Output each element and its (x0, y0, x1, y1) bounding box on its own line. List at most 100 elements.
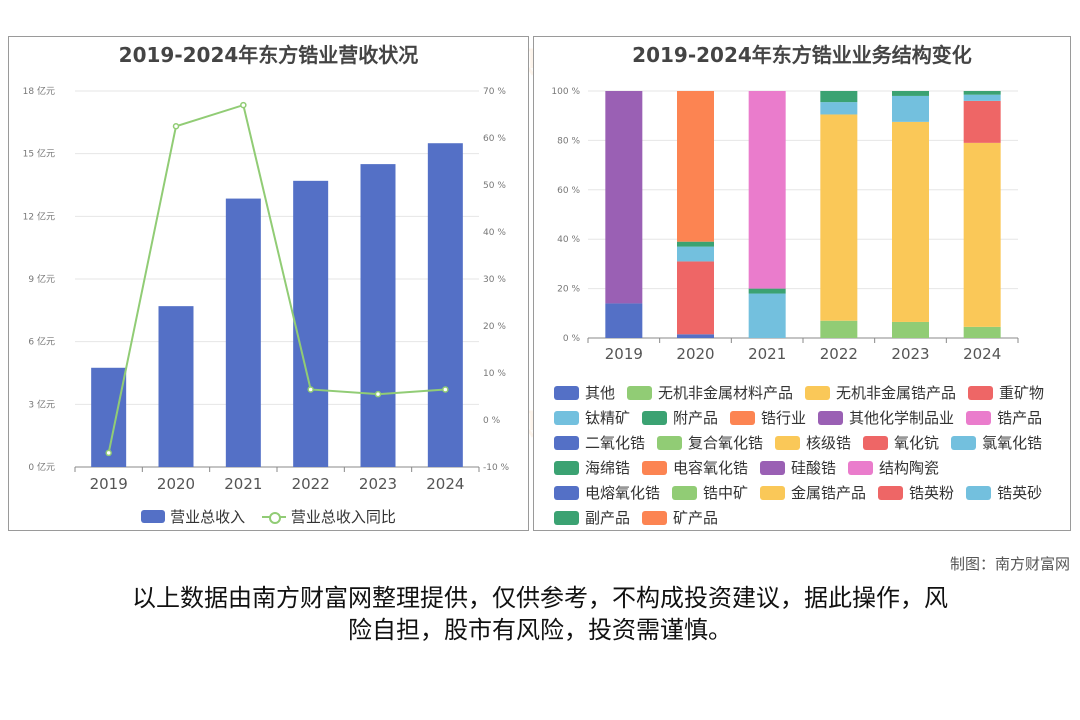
legend-item[interactable]: 复合氧化锆 (657, 430, 775, 455)
legend-swatch (657, 435, 683, 450)
y-tick-label-right: 70 % (483, 87, 506, 97)
business-structure-svg: 0 % 20 % 40 % 60 % 80 % 100 % 2019 2020 2021 2022… (551, 87, 1019, 363)
legend-label: 氯氧化锆 (982, 434, 1043, 452)
legend-label: 锆中矿 (703, 484, 749, 502)
revenue-bar (360, 164, 396, 467)
stack-segment (677, 246, 714, 262)
legend-item[interactable]: 重矿物 (968, 380, 1056, 405)
legend-item-revenue[interactable]: 营业总收入 (141, 506, 245, 527)
stack-segment (677, 334, 714, 338)
y-tick-label: 80 % (557, 136, 580, 146)
legend-item[interactable]: 其他化学制品业 (818, 405, 966, 430)
legend-item[interactable]: 副产品 (554, 505, 642, 530)
y-tick-label-right: 20 % (483, 322, 506, 332)
legend-item[interactable]: 氧化钪 (863, 430, 951, 455)
legend-item[interactable]: 锆中矿 (672, 480, 760, 505)
y-tick-label-left: 3 亿元 (28, 398, 55, 410)
legend-label: 无机非金属材料产品 (658, 384, 794, 402)
y-tick-label-right: 40 % (483, 228, 506, 238)
legend-item[interactable]: 矿产品 (642, 505, 730, 530)
legend-swatch (554, 460, 579, 475)
y-tick-label-right: 60 % (483, 134, 506, 144)
y-tick-label-left: 6 亿元 (28, 336, 55, 348)
legend-item[interactable]: 无机非金属材料产品 (627, 380, 805, 405)
legend-item[interactable]: 电容氧化锆 (642, 455, 760, 480)
legend-swatch (966, 410, 992, 425)
legend-item[interactable]: 钛精矿 (554, 405, 642, 430)
y-tick-label: 100 % (551, 87, 580, 97)
legend-item[interactable]: 金属锆产品 (760, 480, 878, 505)
stack-segment (820, 102, 858, 115)
stack-segment (677, 261, 714, 335)
x-tick-label: 2022 (292, 475, 330, 493)
stack-segment (963, 142, 1001, 327)
revenue-chart-svg: 0 亿元 3 亿元 6 亿元 9 亿元 12 亿元 15 亿元 18 亿元 -10 % 0 % 1… (23, 85, 510, 493)
stack-segment (677, 241, 714, 247)
legend-item[interactable]: 电熔氧化锆 (554, 480, 672, 505)
legend-item[interactable]: 氯氧化锆 (951, 430, 1054, 455)
stack-segment (605, 303, 643, 338)
stack-segment (748, 293, 786, 338)
growth-point (240, 101, 247, 109)
y-tick-label-right: -10 % (483, 463, 510, 473)
x-tick-label: 2022 (820, 345, 858, 363)
legend-swatch (863, 435, 889, 450)
legend-item[interactable]: 附产品 (642, 405, 730, 430)
stack-segment (748, 288, 786, 294)
legend-label: 锆英砂 (997, 484, 1043, 502)
legend-item[interactable]: 锆行业 (730, 405, 818, 430)
x-tick-label: 2023 (891, 345, 929, 363)
credit-label: 制图：南方财富网 (949, 555, 1070, 573)
y-tick-label-left: 18 亿元 (23, 85, 55, 97)
growth-line (107, 103, 446, 454)
x-tick-label: 2023 (359, 475, 397, 493)
growth-point (442, 386, 449, 393)
business-structure-legend: 其他 无机非金属材料产品 无机非金属锆产品 重矿物钛精矿 附产品 锆行业 其他化学制品业 锆产… (554, 380, 1064, 530)
legend-item[interactable]: 锆产品 (966, 405, 1054, 430)
legend-swatch (554, 485, 579, 500)
legend-swatch (642, 510, 668, 525)
stack-segment (748, 91, 786, 289)
legend-swatch (760, 460, 786, 475)
legend-swatch (554, 385, 579, 400)
legend-item[interactable]: 锆英粉 (878, 480, 966, 505)
legend-item[interactable]: 无机非金属锆产品 (805, 380, 968, 405)
legend-item[interactable]: 二氧化锆 (554, 430, 657, 455)
legend-item[interactable]: 其他 (554, 380, 627, 405)
x-tick-label: 2020 (676, 345, 714, 363)
stack-segment (605, 91, 643, 304)
stack-segment (963, 326, 1001, 338)
legend-label: 核级锆 (806, 434, 852, 452)
legend-swatch (951, 435, 977, 450)
stack-segment (963, 91, 1001, 95)
legend-swatch (775, 435, 801, 450)
legend-item[interactable]: 锆英砂 (966, 480, 1054, 505)
stack-segment (820, 91, 858, 103)
y-tick-label: 20 % (557, 285, 580, 295)
stack-segment (892, 321, 929, 338)
growth-point (172, 123, 180, 130)
x-tick-label: 2024 (963, 345, 1001, 363)
legend-swatch (848, 460, 874, 475)
legend-item[interactable]: 海绵锆 (554, 455, 642, 480)
stack-segment (892, 95, 929, 122)
business-structure-panel: 2019-2024年东方锆业业务结构变化 0 % 20 % 40 % 60 % 80 %… (533, 36, 1071, 531)
legend-swatch (730, 410, 756, 425)
legend-swatch (818, 410, 844, 425)
legend-label: 硅酸锆 (791, 459, 837, 477)
legend-item[interactable]: 结构陶瓷 (848, 455, 951, 480)
legend-swatch (966, 485, 992, 500)
legend-item[interactable]: 核级锆 (775, 430, 863, 455)
legend-label: 结构陶瓷 (879, 459, 940, 477)
legend-item-growth[interactable]: 营业总收入同比 (261, 506, 396, 527)
legend-swatch (554, 410, 579, 425)
stack-segment (963, 100, 1001, 143)
legend-label: 电容氧化锆 (673, 459, 749, 477)
legend-label: 其他 (585, 384, 616, 402)
legend-label: 锆行业 (761, 409, 807, 427)
legend-item[interactable]: 硅酸锆 (760, 455, 848, 480)
x-tick-label: 2020 (157, 475, 195, 493)
legend-swatch (642, 460, 668, 475)
stack-segment (820, 114, 858, 321)
legend-label: 电熔氧化锆 (585, 484, 661, 502)
